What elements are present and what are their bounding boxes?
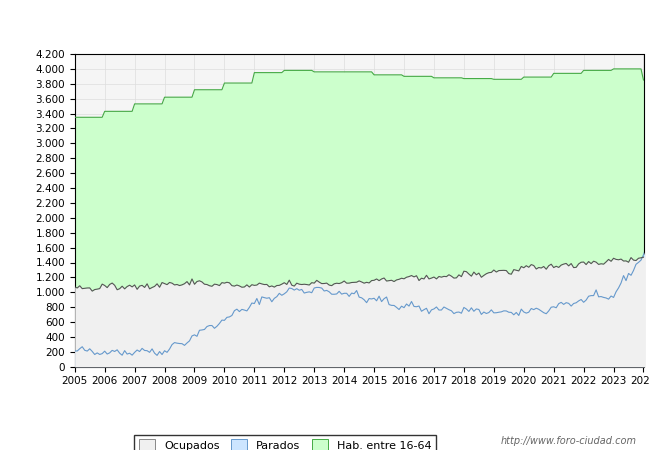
Text: http://www.foro-ciudad.com: http://www.foro-ciudad.com xyxy=(501,436,637,446)
Legend: Ocupados, Parados, Hab. entre 16-64: Ocupados, Parados, Hab. entre 16-64 xyxy=(134,435,436,450)
Text: Órgiva - Evolucion de la poblacion en edad de Trabajar Septiembre de 2024: Órgiva - Evolucion de la poblacion en ed… xyxy=(83,16,567,31)
